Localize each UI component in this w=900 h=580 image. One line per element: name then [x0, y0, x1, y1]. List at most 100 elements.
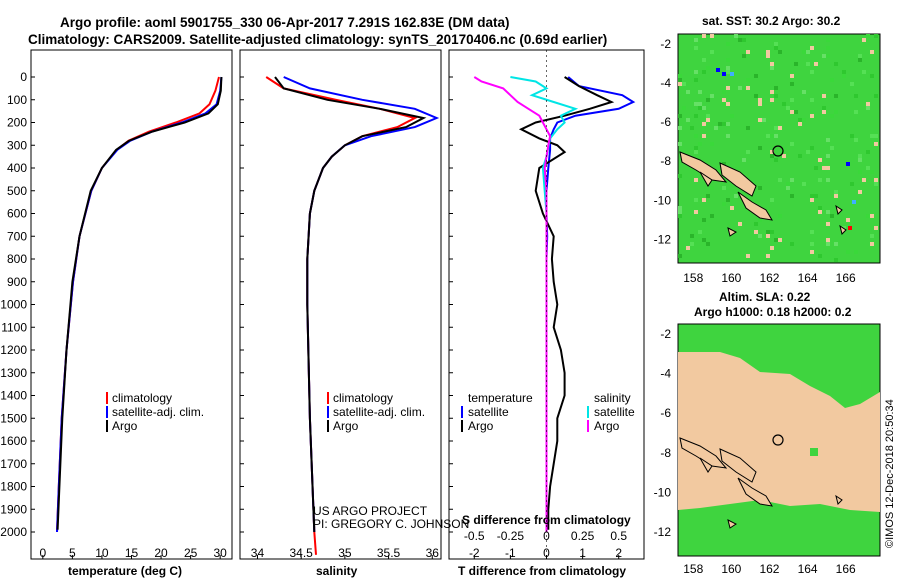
lat-tick-label: -12 [654, 525, 672, 539]
difference-x-ticks: -2 -1 0 1 2 [469, 546, 622, 560]
x-top-tick-label: 0.25 [571, 529, 595, 543]
depth-axis: 0 100 200 300 400 500 600 700 800 900 1000 1100 1200… [0, 70, 453, 539]
lon-tick-label: 164 [798, 271, 818, 285]
x-tick-label: 20 [154, 546, 168, 560]
x-tick-label: 0 [39, 546, 46, 560]
lon-tick-label: 160 [721, 271, 741, 285]
legend-climatology: climatology [333, 391, 393, 405]
legend-climatology: climatology [112, 391, 172, 405]
salinity-panel [239, 49, 442, 560]
depth-tick-label: 200 [7, 116, 27, 130]
lat-tick-label: -12 [654, 233, 672, 247]
difference-x-label: T difference from climatology [458, 564, 626, 578]
sla-argo-marker [772, 434, 784, 446]
temperature-x-label: temperature (deg C) [68, 564, 182, 578]
x-tick-label: 1 [579, 546, 586, 560]
pi-credit: PI: GREGORY C. JOHNSON [313, 517, 469, 531]
depth-tick-label: 1300 [0, 366, 27, 380]
lon-tick-label: 166 [836, 271, 856, 285]
series-t-argo [518, 76, 615, 530]
lat-tick-label: -6 [660, 406, 671, 420]
legend-argo: Argo [112, 419, 138, 433]
x-top-tick-label: -0.25 [497, 529, 525, 543]
temperature-lines [56, 76, 223, 533]
lat-tick-label: -8 [660, 154, 671, 168]
depth-tick-label: 1500 [0, 411, 27, 425]
lat-tick-label: -2 [660, 37, 671, 51]
x-tick-label: 34 [251, 546, 265, 560]
depth-tick-label: 900 [7, 275, 27, 289]
depth-tick-label: 1200 [0, 343, 27, 357]
difference-x-label-top: S difference from climatology [462, 513, 631, 527]
imos-credit: ©IMOS 12-Dec-2018 20:50:34 [884, 399, 896, 548]
sla-map [677, 323, 881, 557]
sst-map-title: sat. SST: 30.2 Argo: 30.2 [702, 14, 841, 28]
series-s-argo [473, 76, 552, 532]
x-tick-label: -1 [505, 546, 516, 560]
temperature-x-ticks: 0 5 10 15 20 25 30 [39, 546, 227, 560]
sla-x-ticks: 158 160 162 164 166 [683, 562, 856, 576]
title-line-1: Argo profile: aoml 5901755_330 06-Apr-20… [60, 15, 509, 30]
x-tick-label: 10 [95, 546, 109, 560]
title-line-2: Climatology: CARS2009. Satellite-adjuste… [28, 32, 607, 47]
depth-tick-label: 800 [7, 252, 27, 266]
depth-tick-label: 1600 [0, 434, 27, 448]
depth-tick-label: 1800 [0, 480, 27, 494]
legend-t-argo: Argo [468, 419, 494, 433]
salinity-x-ticks: 34 34.5 35 35.5 36 [251, 546, 439, 560]
salinity-lines [265, 76, 440, 555]
depth-tick-label: 500 [7, 184, 27, 198]
x-top-tick-label: 0 [543, 529, 550, 543]
lat-tick-label: -6 [660, 115, 671, 129]
sla-positive-anomaly [678, 352, 880, 512]
sst-argo-marker [772, 145, 784, 157]
salinity-x-label: salinity [316, 564, 358, 578]
lat-tick-label: -4 [660, 367, 671, 381]
depth-tick-label: 700 [7, 229, 27, 243]
salinity-legend: climatology satellite-adj. clim. Argo [327, 391, 425, 433]
lat-tick-label: -2 [660, 327, 671, 341]
difference-lines [473, 50, 636, 559]
lon-tick-label: 164 [798, 562, 818, 576]
temperature-legend: climatology satellite-adj. clim. Argo [106, 391, 204, 433]
sst-coastlines [679, 151, 847, 237]
lat-tick-label: -8 [660, 446, 671, 460]
legend-argo: Argo [333, 419, 359, 433]
x-tick-label: 5 [69, 546, 76, 560]
x-tick-label: 15 [125, 546, 139, 560]
lat-tick-label: -10 [654, 486, 672, 500]
legend-satellite: satellite-adj. clim. [112, 405, 204, 419]
depth-tick-label: 1100 [1, 320, 27, 334]
x-tick-label: -2 [469, 546, 480, 560]
x-tick-label: 25 [184, 546, 198, 560]
x-tick-label: 0 [543, 546, 550, 560]
lon-tick-label: 162 [759, 271, 779, 285]
project-credit: US ARGO PROJECT [313, 504, 428, 518]
lon-tick-label: 166 [836, 562, 856, 576]
depth-tick-label: 1700 [0, 457, 27, 471]
depth-tick-label: 0 [20, 70, 27, 84]
sst-map [677, 33, 881, 264]
sla-coastlines [679, 437, 843, 529]
depth-tick-label: 1400 [0, 389, 27, 403]
lon-tick-label: 158 [683, 271, 703, 285]
depth-tick-label: 2000 [0, 525, 27, 539]
sla-map-title: Altim. SLA: 0.22 [719, 290, 811, 304]
x-tick-label: 35.5 [377, 546, 401, 560]
lon-tick-label: 158 [683, 562, 703, 576]
depth-tick-label: 100 [7, 93, 27, 107]
sst-y-ticks: -2 -4 -6 -8 -10 -12 [654, 37, 672, 247]
x-tick-label: 35 [338, 546, 352, 560]
depth-tick-label: 300 [7, 138, 27, 152]
sla-y-ticks: -2 -4 -6 -8 -10 -12 [654, 327, 672, 539]
legend-salinity-title: salinity [594, 391, 631, 405]
x-tick-label: 2 [615, 546, 622, 560]
depth-tick-label: 600 [7, 207, 27, 221]
depth-tick-label: 1900 [0, 502, 27, 516]
lon-tick-label: 160 [721, 562, 741, 576]
x-top-tick-label: 0.5 [610, 529, 627, 543]
sst-x-ticks: 158 160 162 164 166 [683, 271, 856, 285]
lon-tick-label: 162 [759, 562, 779, 576]
lat-tick-label: -4 [660, 76, 671, 90]
sla-map-subtitle: Argo h1000: 0.18 h2000: 0.2 [694, 305, 852, 319]
